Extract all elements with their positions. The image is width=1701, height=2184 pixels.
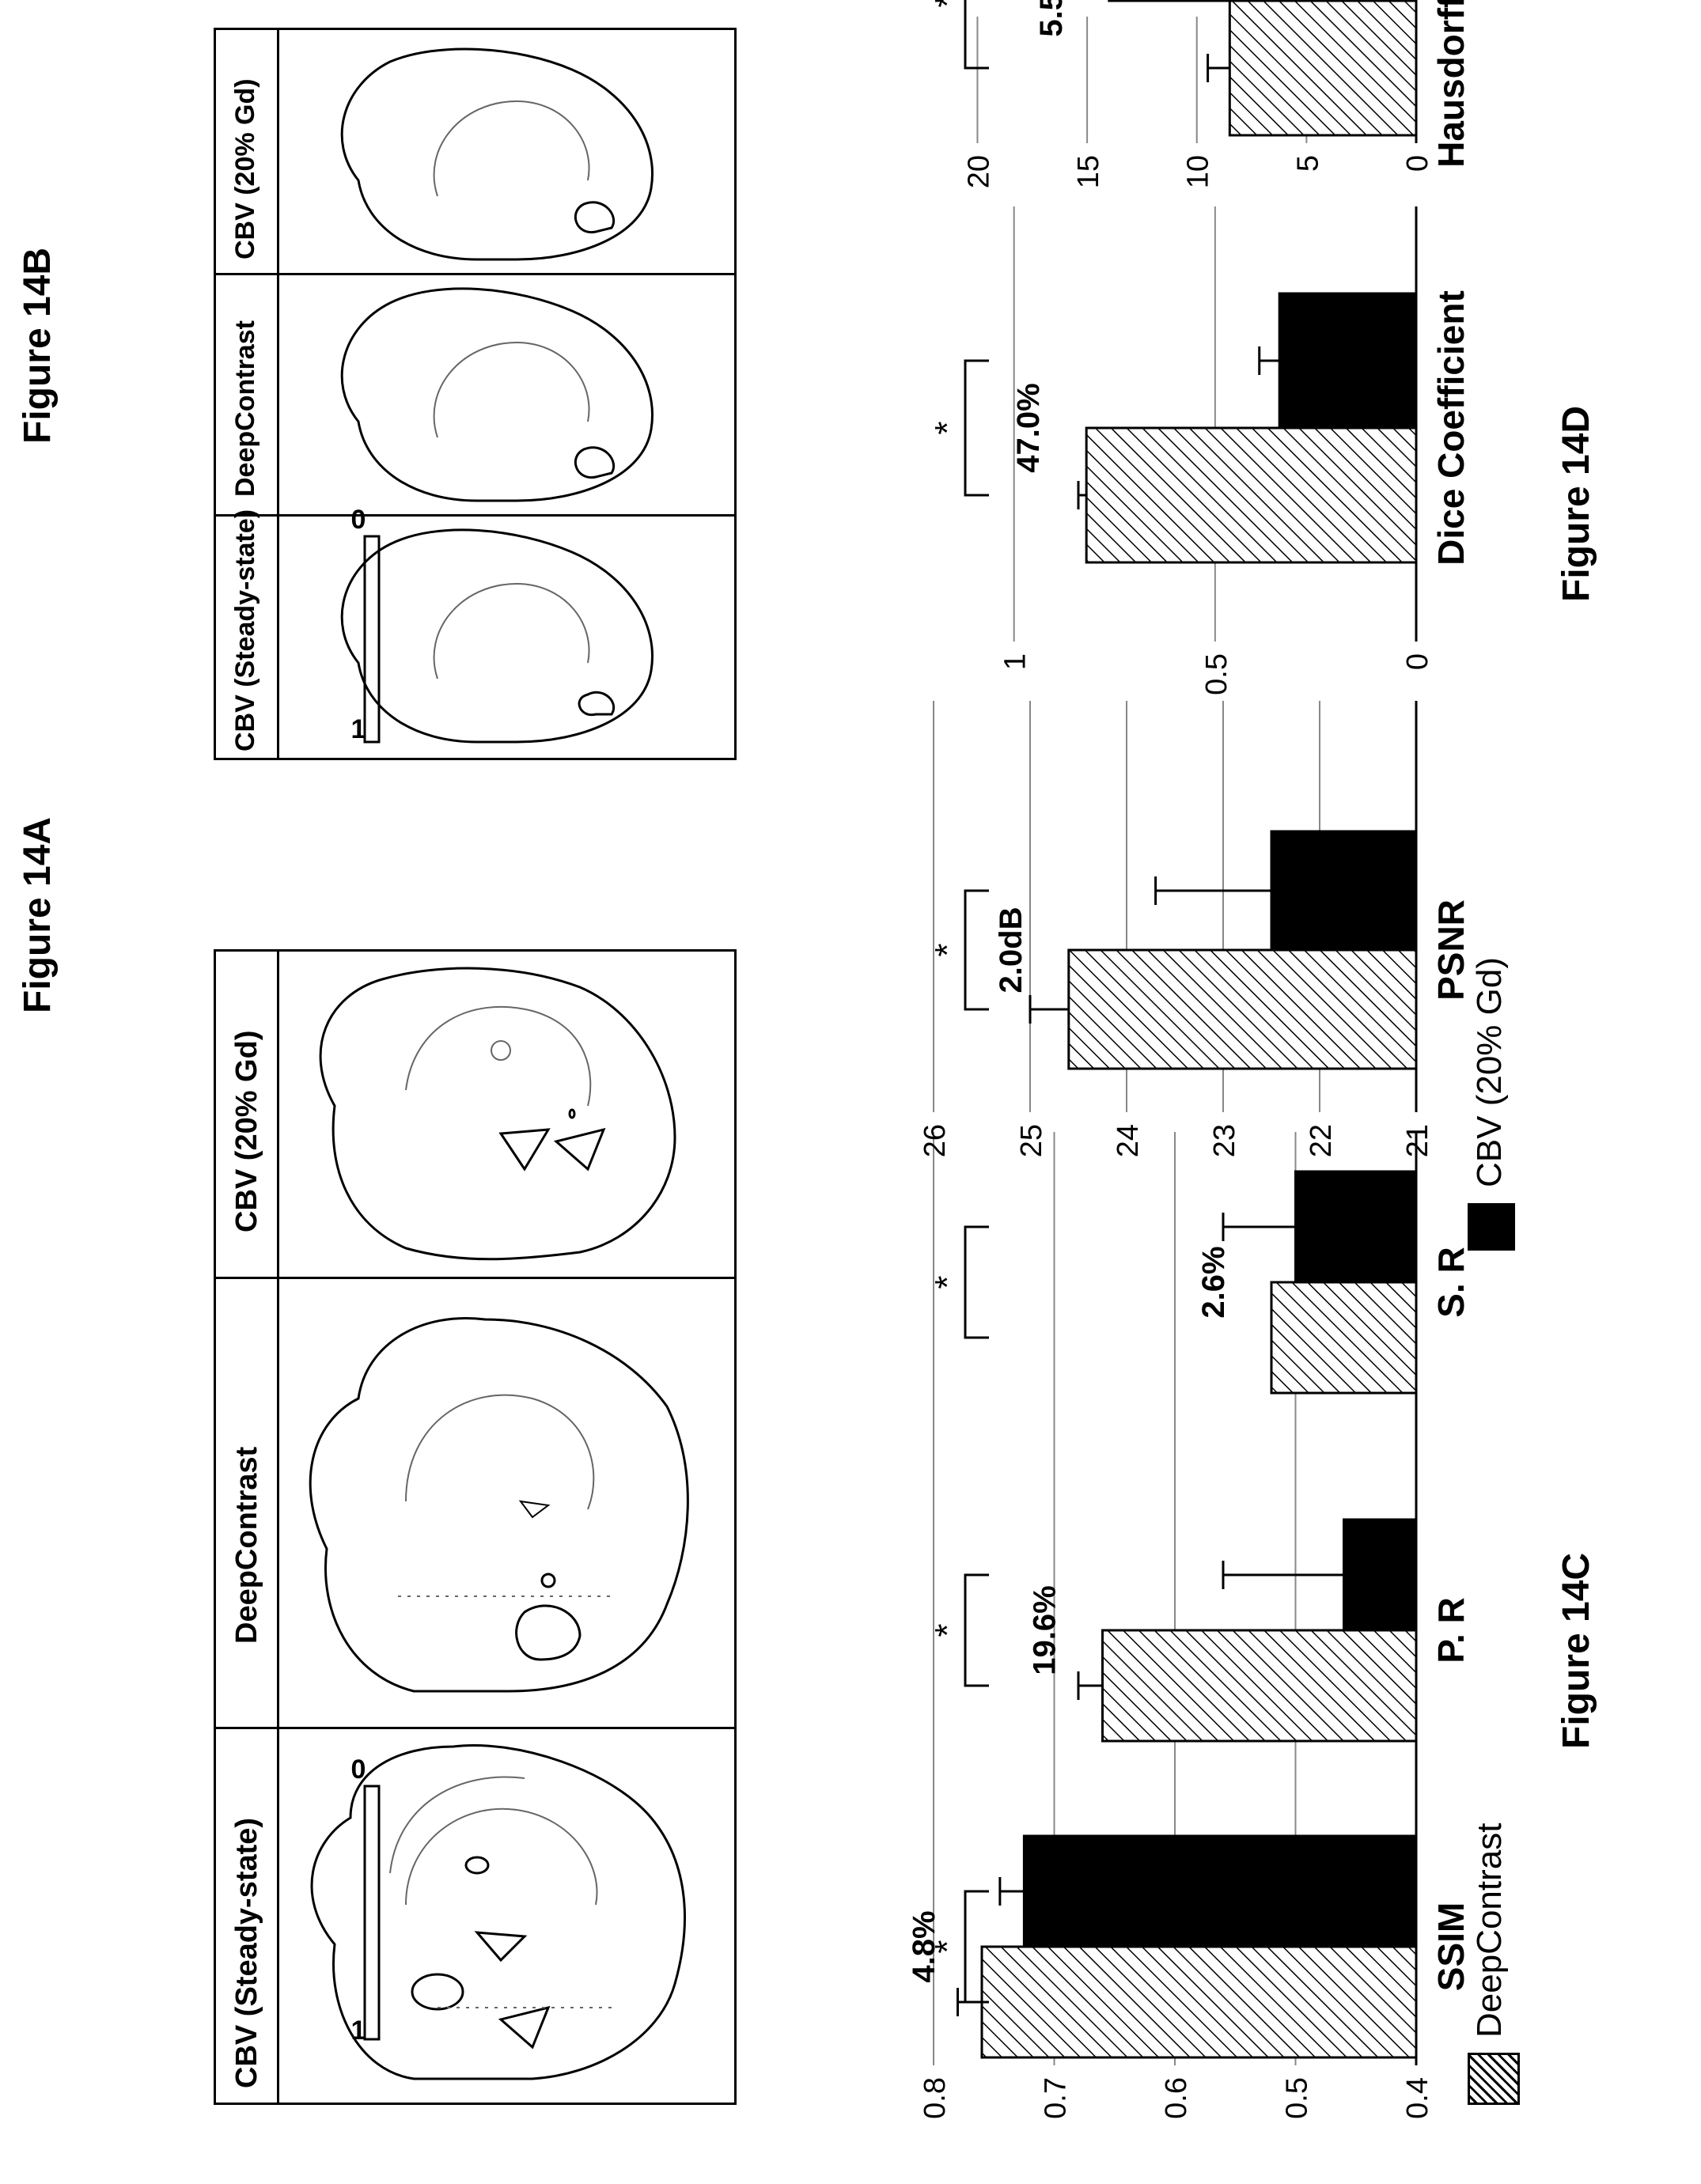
legend: DeepContrast CBV (20% Gd) [1464,957,1527,2105]
y-tick-label: 0.7 [1040,2077,1073,2119]
brain-b-cbv20 [340,47,654,261]
significance-star: * [928,1940,967,1953]
panel-a-colorbar [363,1785,381,2041]
category-label: Dice Coefficient [1430,290,1472,566]
y-tick-label: 0.5 [1200,653,1233,695]
brain-b-deepcontrast [340,287,654,502]
difference-label: 4.8% [907,1910,941,1982]
bar-deepcontrast [1067,948,1418,1070]
legend-label-cbv20: CBV (20% Gd) [1470,957,1509,1187]
y-tick-label: 0.8 [919,2077,952,2119]
brain-slice-deepcontrast [309,1317,689,1693]
y-tick-label: 24 [1112,1124,1145,1157]
significance-star: * [928,421,967,434]
bar-deepcontrast [980,1945,1418,2059]
y-tick-label: 26 [919,1124,952,1157]
bar-cbv20 [1270,830,1418,952]
y-tick-label: 21 [1401,1124,1434,1157]
panel-b-grid: CBV (Steady-state) DeepContrast CBV (20%… [214,28,737,760]
category-label: Hausdorff Distance [1430,0,1472,168]
panel-a-images: 1 0 [309,967,689,2080]
y-tick-label: 0.5 [1281,2077,1314,2119]
significance-bracket [964,889,989,1011]
legend-label-deepcontrast: DeepContrast [1470,1823,1509,2038]
significance-star: * [928,943,967,956]
category-label: PSNR [1430,899,1472,1001]
panel-a-colorbar-min: 0 [351,1754,366,1785]
bar-cbv20 [1294,1170,1418,1284]
bar-cbv20 [1022,1834,1418,1948]
brain-slice-cbv20 [319,967,676,1261]
category-label: SSIM [1430,1902,1472,1991]
y-tick-label: 0 [1401,653,1434,670]
category-label: P. R [1430,1597,1472,1664]
bar-cbv20 [1108,0,1418,2]
y-tick-label: 0.6 [1160,2077,1193,2119]
difference-label: 47.0% [1011,383,1046,472]
bar-cbv20 [1278,292,1418,430]
significance-bracket [964,359,989,497]
y-tick-label: 10 [1182,155,1215,188]
difference-label: 2.0dB [994,907,1029,994]
brain-slice-steady [310,1743,686,2080]
y-tick-label: 5 [1291,155,1324,172]
y-tick-label: 22 [1305,1124,1338,1157]
legend-swatch-cbv20 [1468,1203,1515,1251]
bar-deepcontrast [1085,426,1418,564]
y-tick-label: 23 [1208,1124,1241,1157]
y-tick-label: 20 [962,155,995,188]
bar-deepcontrast [1101,1629,1418,1743]
y-tick-label: 15 [1072,155,1105,188]
significance-bracket [964,0,989,70]
difference-label: 2.6% [1196,1246,1231,1318]
legend-swatch-deepcontrast [1468,2053,1520,2105]
y-tick-label: 0 [1401,155,1434,172]
significance-star: * [928,1623,967,1637]
panel-b-images: 1 0 [340,47,654,744]
bar-deepcontrast [1228,0,1418,137]
bar-deepcontrast [1270,1281,1418,1395]
y-tick-label: 0.4 [1401,2077,1434,2119]
significance-bracket [964,1890,989,2004]
significance-bracket [964,1573,989,1687]
y-tick-label: 25 [1015,1124,1048,1157]
panel-b-colorbar-min: 0 [351,505,366,535]
brain-b-steady [340,528,654,744]
y-tick-label: 1 [999,653,1032,670]
difference-label: 19.6% [1028,1585,1063,1675]
panel-b-colorbar-max: 1 [351,714,366,744]
significance-bracket [964,1225,989,1339]
category-label: S. R [1430,1247,1472,1317]
significance-star: * [928,0,967,8]
difference-label: 5.5% [1034,0,1069,37]
panel-a-grid: CBV (Steady-state) DeepContrast CBV (20%… [214,949,737,2105]
significance-star: * [928,1275,967,1289]
bar-cbv20 [1343,1518,1418,1632]
